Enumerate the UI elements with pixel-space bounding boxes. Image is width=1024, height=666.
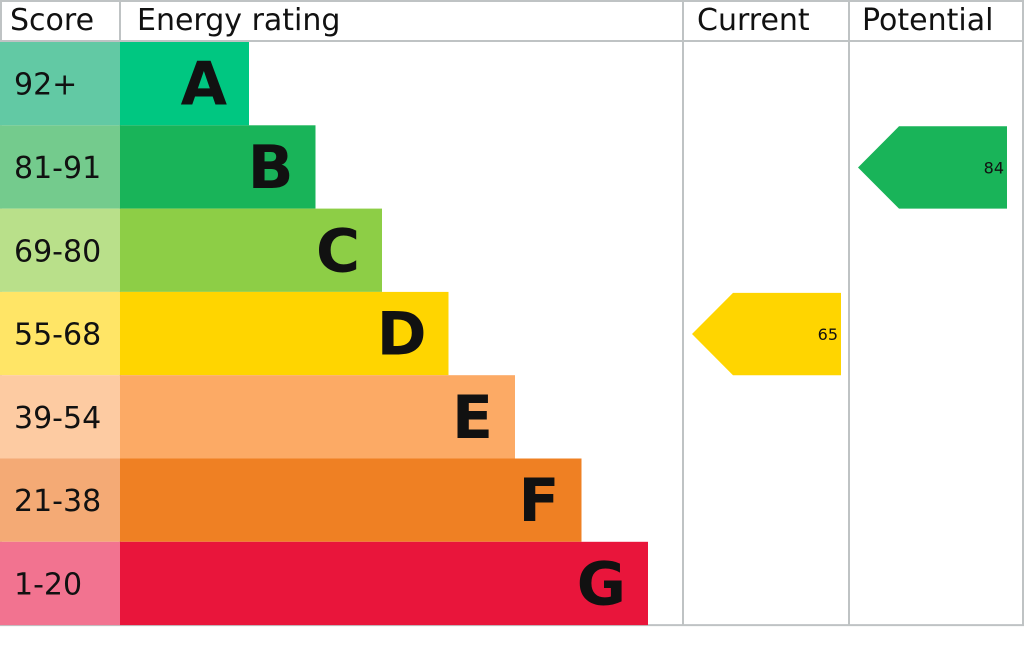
band-letter-a: A — [181, 50, 228, 120]
band-letter-e: E — [452, 383, 493, 453]
header-energy-rating: Energy rating — [137, 3, 340, 38]
score-cell-b — [0, 125, 120, 209]
score-cell-c — [0, 208, 120, 292]
score-range-e: 39-54 — [14, 401, 101, 436]
band-letter-d: D — [377, 300, 427, 370]
score-range-d: 55-68 — [14, 318, 101, 353]
header-current: Current — [697, 3, 810, 38]
band-bar-f — [120, 458, 582, 542]
band-letter-g: G — [577, 549, 626, 619]
band-letter-c: C — [316, 216, 360, 286]
score-cell-g — [0, 541, 120, 626]
header-score: Score — [10, 3, 94, 38]
header-potential: Potential — [862, 3, 993, 38]
band-bar-c — [120, 208, 382, 292]
band-letter-b: B — [248, 133, 294, 203]
current-rating-value: 65 — [818, 325, 838, 344]
score-range-g: 1-20 — [14, 567, 82, 602]
score-range-b: 81-91 — [14, 151, 101, 186]
score-range-f: 21-38 — [14, 484, 101, 519]
score-range-c: 69-80 — [14, 234, 101, 269]
score-range-a: 92+ — [14, 68, 77, 103]
band-bar-g — [120, 541, 648, 626]
score-cell-d — [0, 291, 120, 376]
score-cell-e — [0, 375, 120, 459]
band-bar-a — [120, 42, 249, 126]
band-bar-e — [120, 375, 515, 459]
band-bar-b — [120, 125, 316, 209]
score-cell-f — [0, 458, 120, 542]
score-cell-a — [0, 42, 120, 126]
potential-rating-arrow — [858, 126, 1007, 209]
band-bar-d — [120, 291, 449, 376]
potential-rating-value: 84 — [984, 158, 1004, 177]
band-letter-f: F — [519, 466, 560, 536]
current-rating-arrow — [692, 292, 841, 376]
